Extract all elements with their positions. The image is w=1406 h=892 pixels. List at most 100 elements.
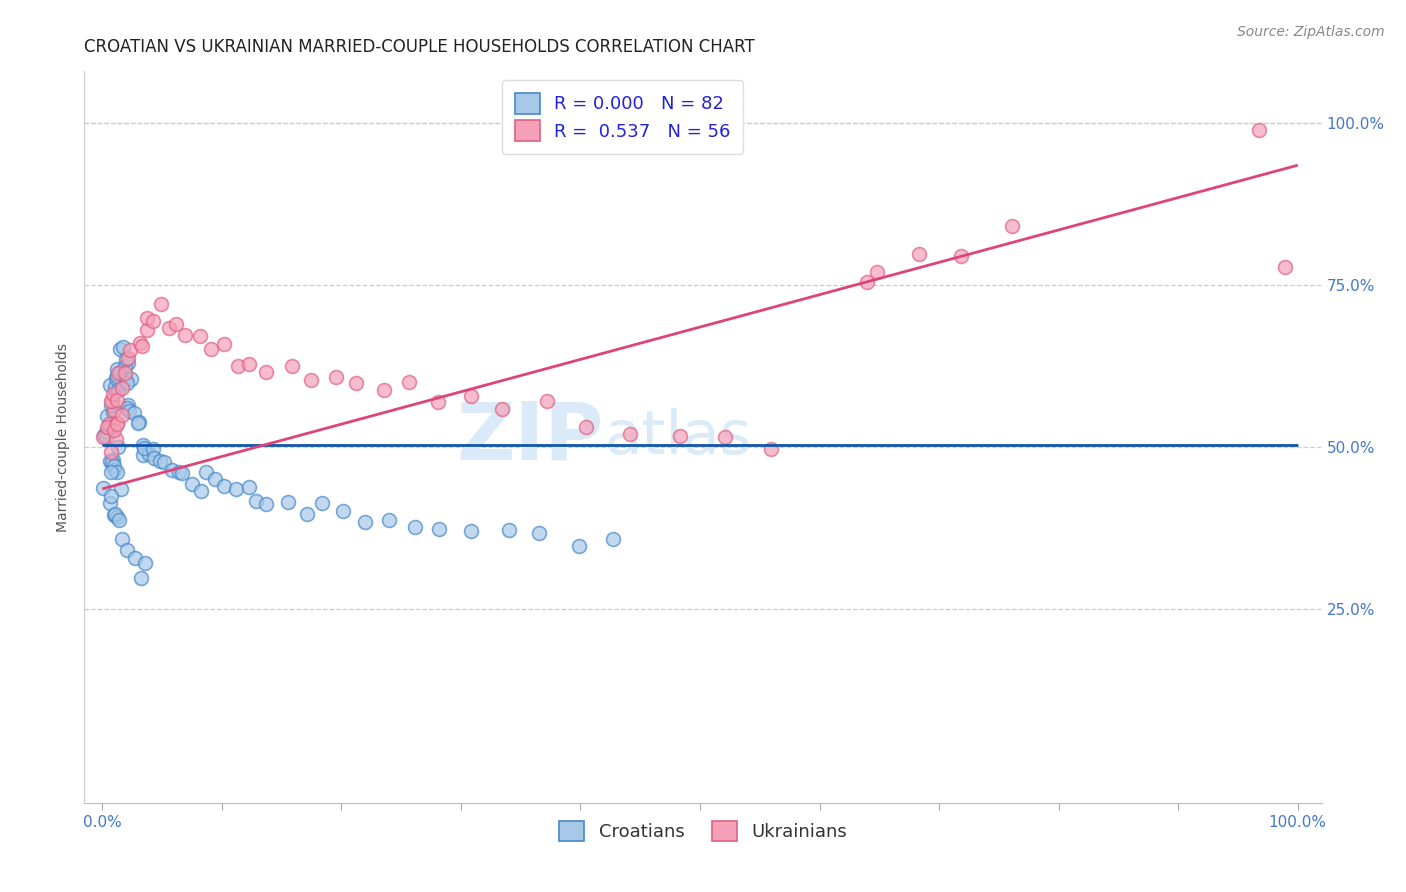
- Point: [107, 383, 129, 397]
- Point: [619, 426, 641, 441]
- Point: [131, 338, 153, 352]
- Text: CROATIAN VS UKRAINIAN MARRIED-COUPLE HOUSEHOLDS CORRELATION CHART: CROATIAN VS UKRAINIAN MARRIED-COUPLE HOU…: [84, 38, 755, 56]
- Point: [714, 430, 737, 444]
- Point: [98, 417, 121, 432]
- Point: [103, 423, 125, 437]
- Point: [138, 447, 160, 461]
- Point: [108, 365, 131, 379]
- Point: [856, 276, 879, 290]
- Point: [105, 417, 128, 431]
- Point: [134, 556, 156, 570]
- Point: [103, 386, 125, 401]
- Point: [104, 508, 127, 522]
- Point: [104, 371, 127, 385]
- Point: [602, 533, 624, 547]
- Point: [120, 372, 142, 386]
- Point: [949, 249, 972, 263]
- Point: [103, 463, 125, 477]
- Point: [108, 342, 131, 356]
- Point: [115, 372, 138, 386]
- Point: [180, 476, 202, 491]
- Point: [105, 362, 128, 376]
- Point: [115, 542, 138, 557]
- Point: [212, 337, 235, 351]
- Text: ZIP: ZIP: [457, 398, 605, 476]
- Point: [115, 351, 138, 366]
- Point: [96, 409, 118, 423]
- Point: [354, 515, 377, 529]
- Point: [1001, 219, 1024, 233]
- Point: [105, 510, 128, 524]
- Point: [114, 366, 136, 380]
- Point: [136, 323, 159, 337]
- Point: [100, 398, 122, 412]
- Point: [157, 320, 180, 334]
- Point: [204, 472, 226, 486]
- Point: [105, 417, 128, 432]
- Point: [188, 328, 211, 343]
- Point: [142, 442, 165, 456]
- Point: [104, 379, 127, 393]
- Point: [93, 428, 115, 442]
- Point: [254, 364, 277, 378]
- Y-axis label: Married-couple Households: Married-couple Households: [56, 343, 70, 532]
- Point: [118, 343, 141, 357]
- Point: [1249, 122, 1271, 136]
- Point: [150, 297, 173, 311]
- Point: [135, 310, 157, 325]
- Point: [238, 357, 260, 371]
- Point: [866, 265, 889, 279]
- Point: [103, 508, 125, 523]
- Point: [118, 403, 141, 417]
- Point: [427, 523, 450, 537]
- Point: [297, 507, 319, 521]
- Point: [281, 359, 304, 374]
- Point: [103, 458, 125, 473]
- Point: [167, 465, 190, 479]
- Legend: Croatians, Ukrainians: Croatians, Ukrainians: [551, 814, 855, 848]
- Point: [105, 369, 128, 384]
- Point: [117, 351, 139, 365]
- Point: [104, 433, 127, 447]
- Point: [93, 481, 115, 495]
- Point: [124, 550, 146, 565]
- Point: [115, 376, 138, 390]
- Point: [103, 403, 125, 417]
- Point: [245, 494, 267, 508]
- Point: [98, 378, 121, 392]
- Point: [96, 420, 118, 434]
- Point: [105, 392, 128, 407]
- Point: [190, 483, 212, 498]
- Point: [311, 496, 333, 510]
- Point: [142, 314, 165, 328]
- Point: [98, 453, 121, 467]
- Point: [228, 359, 250, 374]
- Point: [426, 395, 449, 409]
- Point: [132, 437, 155, 451]
- Point: [907, 246, 929, 260]
- Point: [332, 504, 354, 518]
- Point: [101, 405, 124, 419]
- Point: [128, 415, 150, 429]
- Point: [111, 340, 134, 354]
- Point: [165, 318, 187, 332]
- Point: [110, 532, 132, 546]
- Point: [100, 489, 122, 503]
- Point: [536, 394, 558, 409]
- Point: [460, 524, 482, 538]
- Point: [127, 416, 149, 430]
- Point: [96, 424, 118, 438]
- Point: [129, 335, 152, 350]
- Point: [100, 445, 122, 459]
- Point: [107, 513, 129, 527]
- Point: [373, 383, 395, 397]
- Point: [142, 451, 165, 466]
- Point: [759, 442, 782, 457]
- Point: [134, 441, 156, 455]
- Point: [491, 401, 513, 416]
- Point: [117, 355, 139, 369]
- Point: [174, 328, 197, 343]
- Point: [344, 376, 367, 390]
- Point: [129, 572, 152, 586]
- Point: [325, 370, 347, 384]
